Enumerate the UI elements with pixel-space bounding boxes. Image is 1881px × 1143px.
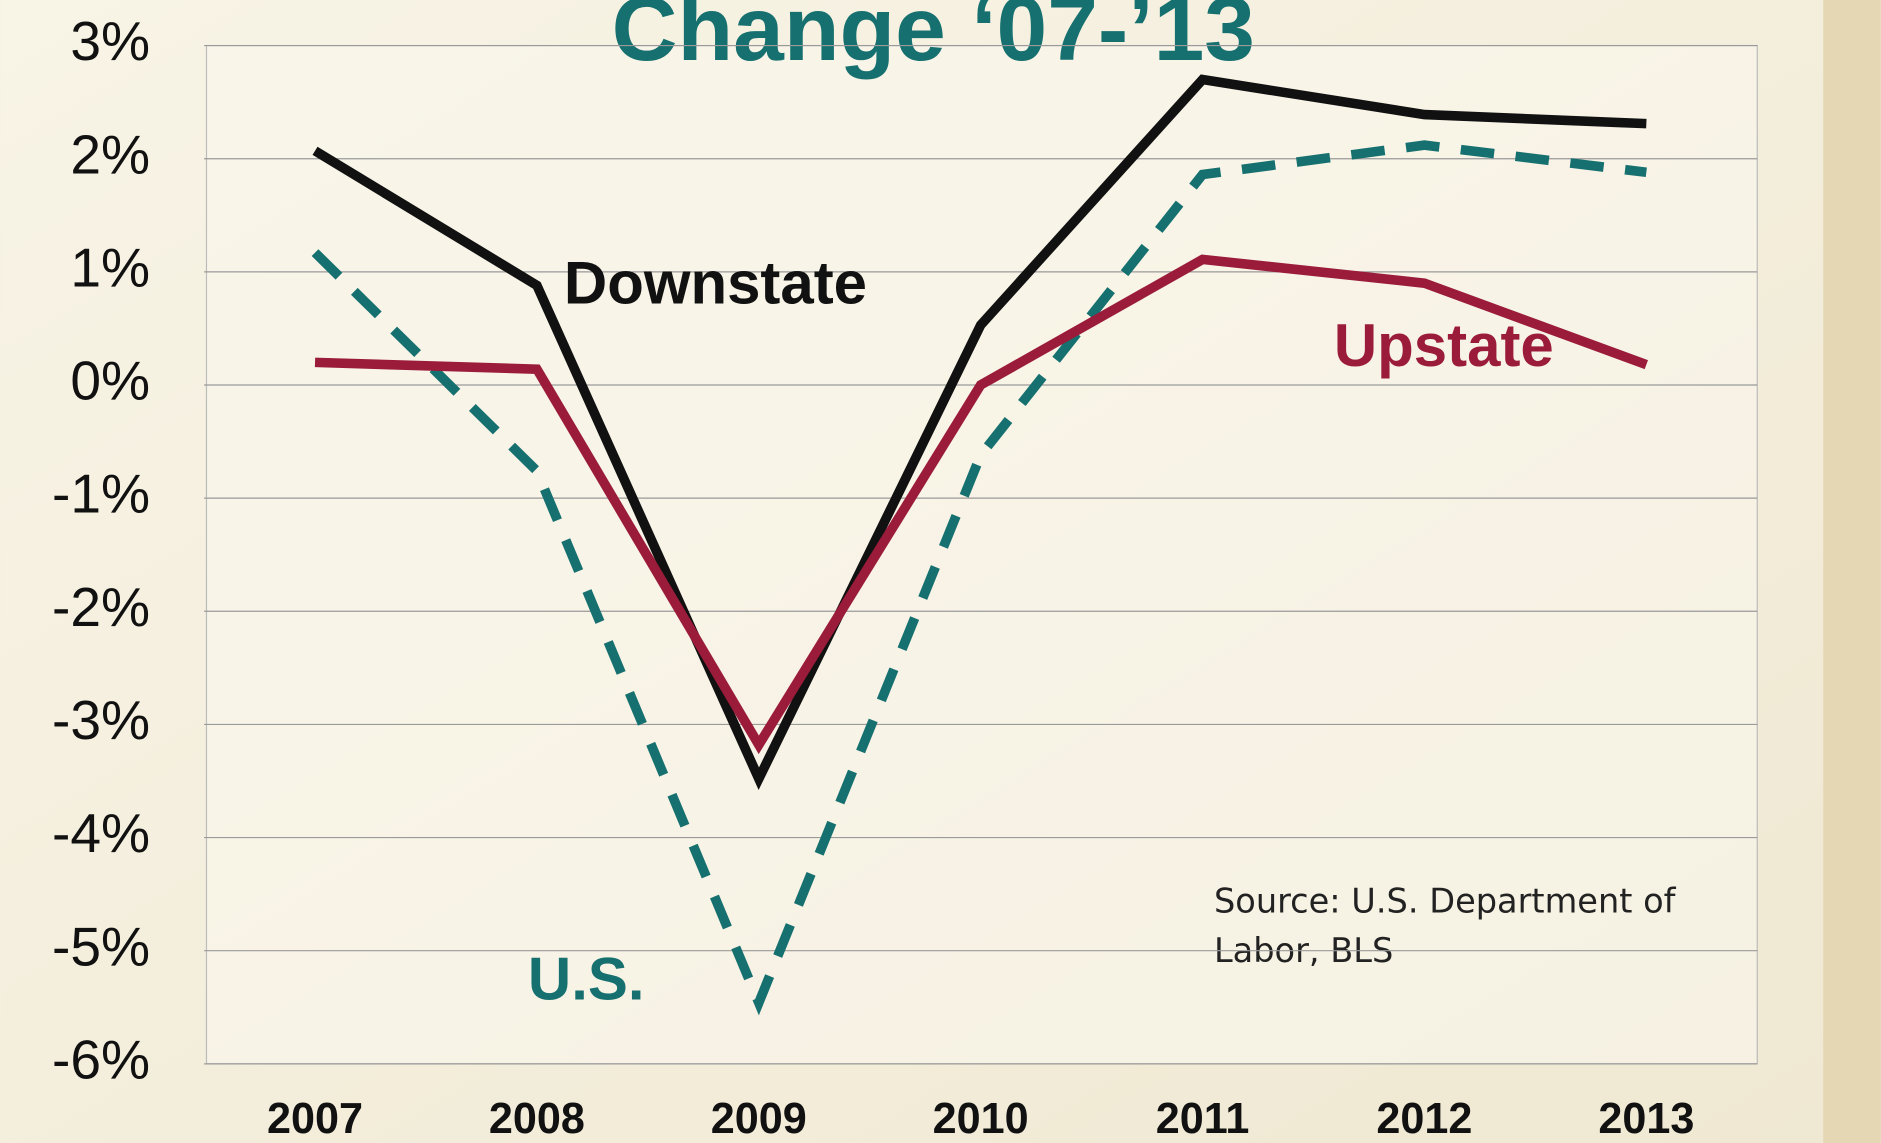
x-tick-label: 2007 (267, 1095, 363, 1143)
source-note: Source: U.S. Department of Labor, BLS (1213, 881, 1676, 970)
map-edge (1823, 0, 1881, 1143)
y-tick-label: -5% (52, 915, 150, 977)
plot-area (205, 44, 1758, 1065)
y-tick-label: -3% (52, 689, 150, 751)
series-label: Downstate (564, 250, 867, 317)
x-tick-label: 2013 (1598, 1095, 1694, 1143)
series-label: U.S. (528, 945, 645, 1012)
chart-title: Change ‘07-’13 (612, 0, 1255, 80)
x-tick-label: 2009 (711, 1095, 807, 1143)
x-tick-label: 2011 (1156, 1095, 1250, 1143)
y-tick-label: 3% (70, 10, 150, 72)
y-tick-label: 1% (70, 236, 150, 298)
y-tick-label: -4% (52, 802, 150, 864)
y-tick-label: 0% (70, 350, 150, 412)
y-tick-label: -6% (52, 1028, 150, 1090)
x-tick-label: 2012 (1376, 1095, 1472, 1143)
x-tick-label: 2008 (489, 1095, 585, 1143)
series-line (312, 74, 1647, 791)
series-line (314, 254, 1648, 755)
y-tick-label: -1% (52, 463, 150, 525)
source-box: Source: U.S. Department of Labor, BLS (1213, 881, 1676, 970)
series-label: Upstate (1334, 312, 1554, 379)
series-line (311, 140, 1647, 1016)
y-tick-label: 2% (70, 123, 150, 185)
y-tick-label: -2% (52, 576, 150, 638)
x-tick-label: 2010 (933, 1095, 1029, 1143)
